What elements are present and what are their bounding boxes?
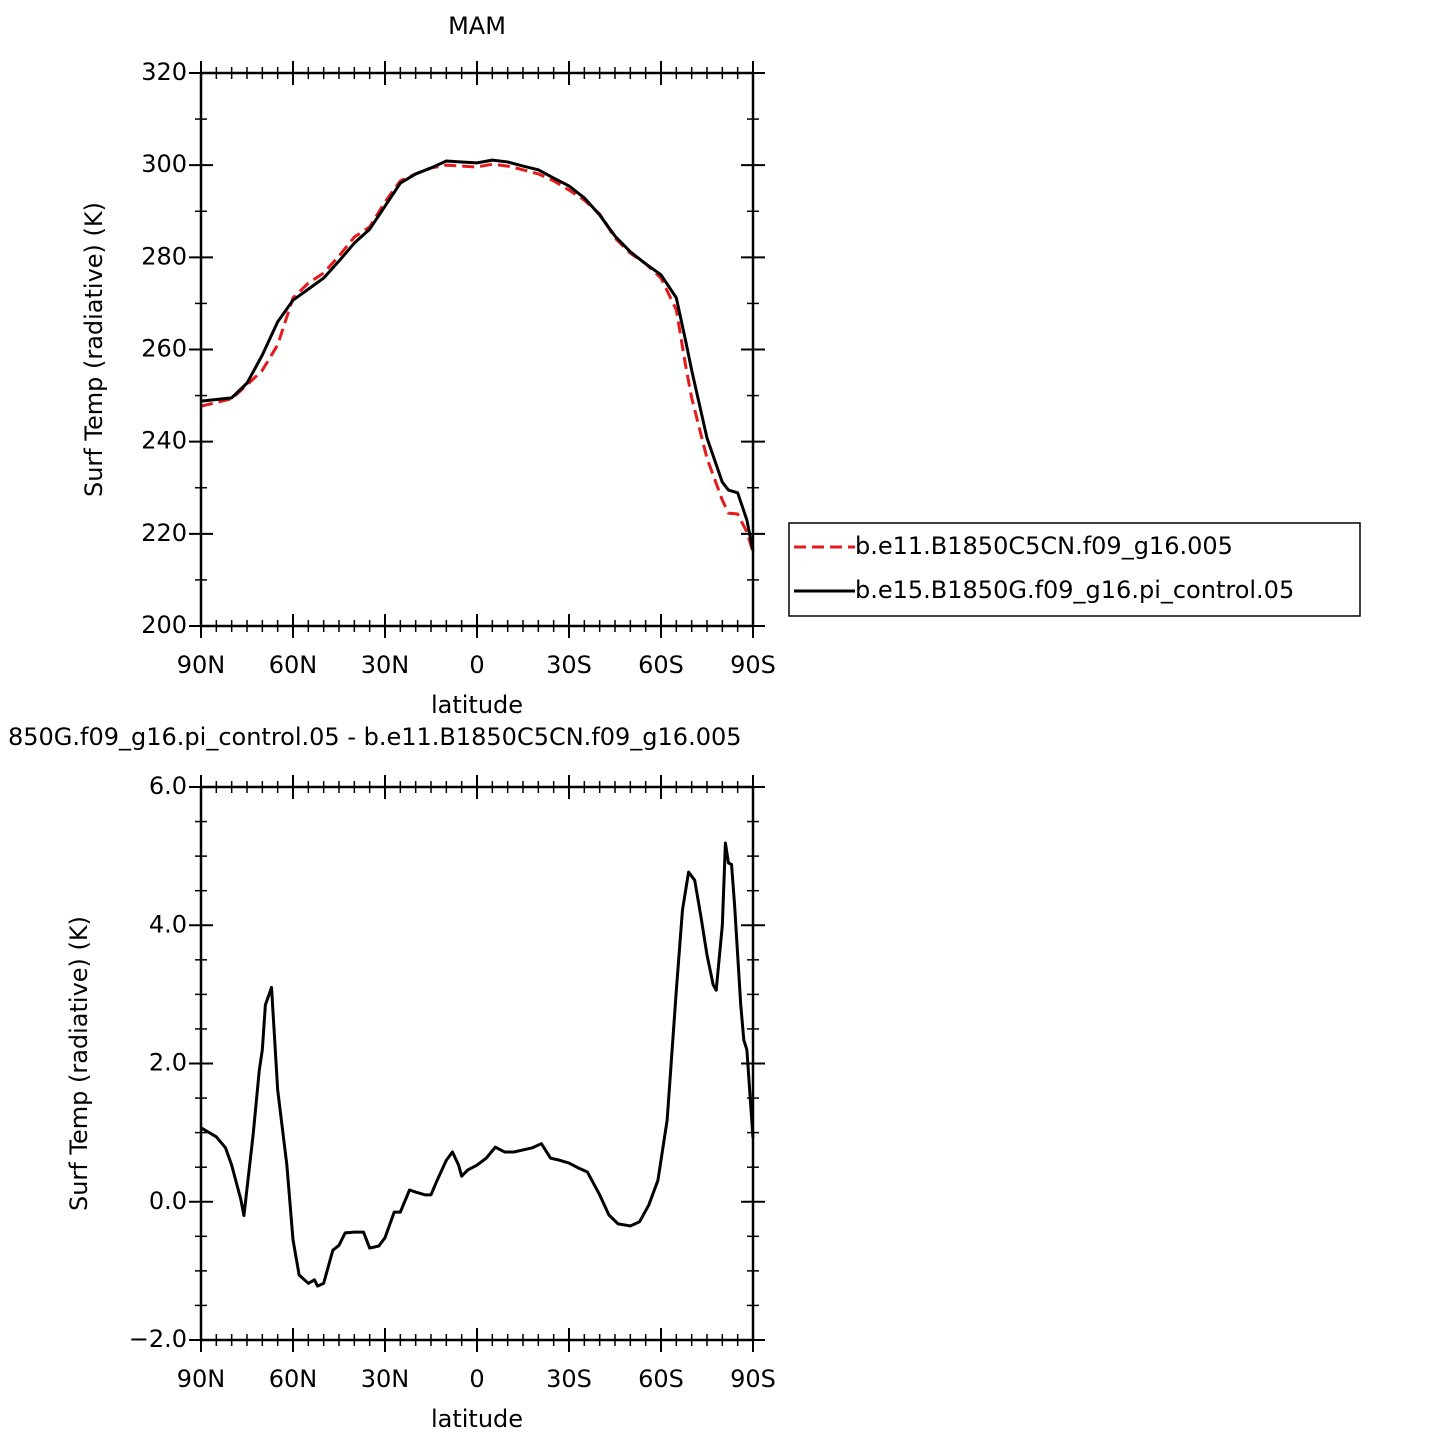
series-line <box>200 158 755 552</box>
legend-label: b.e11.B1850C5CN.f09_g16.005 <box>855 532 1233 560</box>
y-axis-label: Surf Temp (radiative) (K) <box>80 202 108 497</box>
x-tick-label: 90N <box>177 1365 226 1393</box>
y-tick-label: 220 <box>141 519 187 547</box>
chart-title: 850G.f09_g16.pi_control.05 - b.e11.B1850… <box>8 723 742 751</box>
legend-box <box>788 522 1361 617</box>
plot-frame <box>199 71 755 628</box>
x-tick-label: 30S <box>546 651 592 679</box>
y-tick-label: 4.0 <box>149 910 187 938</box>
y-tick-label: 320 <box>141 58 187 86</box>
x-axis-label: latitude <box>431 691 523 719</box>
x-tick-label: 30S <box>546 1365 592 1393</box>
x-tick-label: 60N <box>269 651 318 679</box>
y-tick-label: −2.0 <box>129 1325 187 1353</box>
x-tick-label: 30N <box>361 1365 410 1393</box>
x-tick-label: 60S <box>638 651 684 679</box>
y-tick-label: 240 <box>141 427 187 455</box>
x-tick-label: 60S <box>638 1365 684 1393</box>
y-tick-label: 300 <box>141 150 187 178</box>
y-tick-label: 200 <box>141 611 187 639</box>
y-tick-label: 6.0 <box>149 772 187 800</box>
x-tick-label: 90N <box>177 651 226 679</box>
x-tick-label: 90S <box>730 651 776 679</box>
series-line <box>200 841 755 1288</box>
x-tick-label: 0 <box>469 1365 484 1393</box>
legend-label: b.e15.B1850G.f09_g16.pi_control.05 <box>855 576 1294 604</box>
x-tick-label: 60N <box>269 1365 318 1393</box>
y-tick-label: 260 <box>141 335 187 363</box>
series-line <box>200 162 755 553</box>
chart-title: MAM <box>448 12 506 40</box>
x-tick-label: 0 <box>469 651 484 679</box>
plot-frame <box>199 785 755 1342</box>
y-tick-label: 2.0 <box>149 1049 187 1077</box>
y-tick-label: 280 <box>141 242 187 270</box>
x-axis-label: latitude <box>431 1405 523 1433</box>
x-tick-label: 90S <box>730 1365 776 1393</box>
y-tick-label: 0.0 <box>149 1187 187 1215</box>
x-tick-label: 30N <box>361 651 410 679</box>
y-axis-label: Surf Temp (radiative) (K) <box>65 916 93 1211</box>
